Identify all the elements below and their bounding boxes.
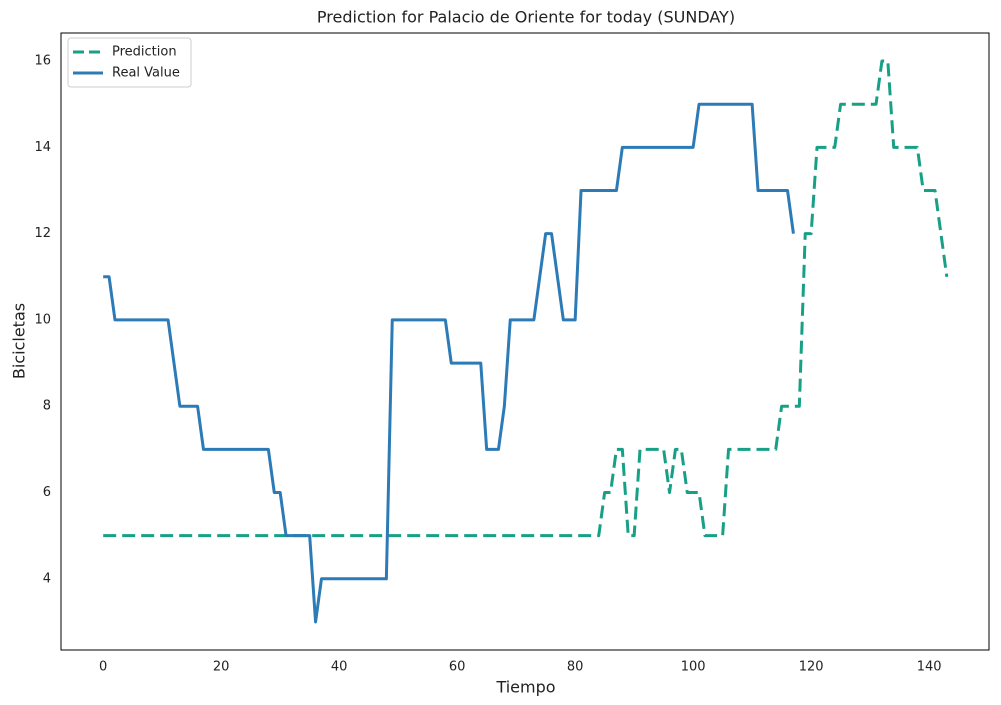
y-tick-label: 12 xyxy=(34,226,51,241)
x-axis-label: Tiempo xyxy=(495,678,555,697)
x-tick-label: 0 xyxy=(99,660,107,675)
x-tick-label: 40 xyxy=(331,660,348,675)
y-axis-label: Bicicletas xyxy=(10,303,29,379)
legend-label: Prediction xyxy=(112,45,177,60)
y-tick-label: 6 xyxy=(43,485,51,500)
x-tick-label: 120 xyxy=(799,660,824,675)
x-tick-label: 100 xyxy=(681,660,706,675)
y-tick-label: 4 xyxy=(43,571,51,586)
y-tick-label: 14 xyxy=(34,140,51,155)
legend-box xyxy=(67,37,192,88)
y-tick-label: 10 xyxy=(34,312,51,327)
series-line xyxy=(103,59,949,538)
legend: Prediction Real Value xyxy=(67,37,192,88)
x-tick-label: 140 xyxy=(917,660,942,675)
x-tick-label: 20 xyxy=(213,660,230,675)
legend-label: Real Value xyxy=(112,66,180,81)
series-line xyxy=(103,102,795,624)
y-tick-label: 8 xyxy=(43,399,51,414)
chart-title: Prediction for Palacio de Oriente for to… xyxy=(317,8,735,27)
x-tick-label: 80 xyxy=(567,660,584,675)
plot-frame xyxy=(60,32,990,651)
x-tick-label: 60 xyxy=(449,660,466,675)
y-tick-label: 16 xyxy=(34,54,51,69)
